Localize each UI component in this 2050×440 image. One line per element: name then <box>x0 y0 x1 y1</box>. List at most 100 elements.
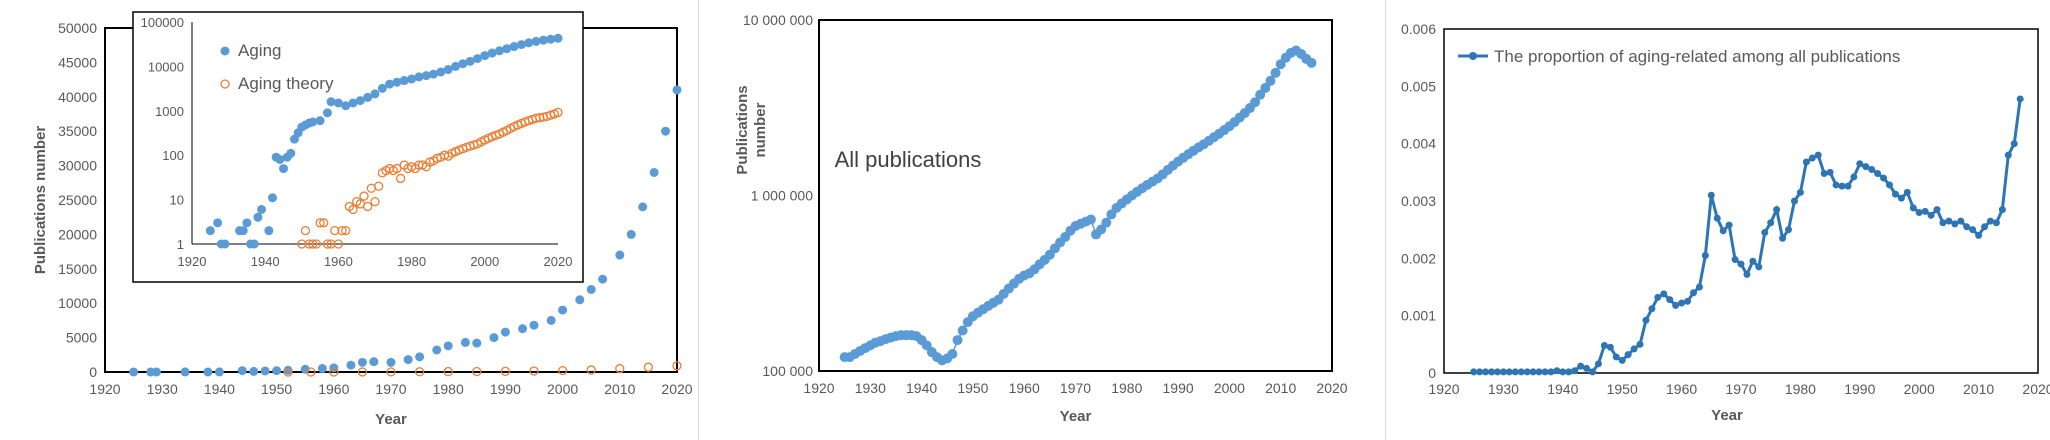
inset-data-point-aging <box>355 96 365 106</box>
data-point-proportion <box>1642 316 1650 324</box>
data-point-aging-theory <box>615 363 625 374</box>
inset-data-point-aging-theory <box>326 239 336 249</box>
data-point-aging <box>500 327 510 337</box>
y-axis-label-line2: number <box>752 102 769 157</box>
y-tick-label: 5000 <box>66 330 97 346</box>
inset-data-point-aging <box>348 98 358 108</box>
x-tick-label: 1920 <box>89 381 120 397</box>
inset-data-point-aging <box>494 46 504 56</box>
inset-data-point-aging <box>220 239 230 249</box>
inset-data-point-aging <box>524 38 534 48</box>
data-point-aging <box>151 367 161 377</box>
data-point-all-publications <box>1306 57 1317 68</box>
data-point-proportion <box>1713 214 1721 222</box>
data-point-proportion <box>1547 368 1555 376</box>
data-point-proportion <box>1957 217 1965 225</box>
data-point-proportion <box>1511 368 1519 376</box>
data-point-proportion <box>1618 356 1626 364</box>
data-point-aging <box>672 85 682 95</box>
data-point-proportion <box>1541 368 1549 376</box>
x-tick-label: 1930 <box>147 381 178 397</box>
data-point-proportion <box>1630 345 1638 353</box>
inset-data-point-aging-theory <box>395 173 406 184</box>
data-point-proportion <box>1963 223 1971 231</box>
inset-data-point-aging-theory <box>553 107 563 118</box>
data-point-all-publications <box>1270 67 1281 78</box>
x-tick-label: 1980 <box>433 381 464 397</box>
data-point-aging <box>661 126 671 136</box>
y-tick-label: 10000 <box>58 295 97 311</box>
inset-data-point-aging <box>502 44 512 54</box>
data-point-proportion <box>1945 217 1953 225</box>
x-tick-label: 2010 <box>604 381 635 397</box>
inset-data-point-aging-theory <box>333 239 344 249</box>
inset-data-point-aging <box>443 65 453 75</box>
data-point-aging <box>638 202 648 212</box>
inset-data-point-aging-theory <box>370 196 380 207</box>
data-point-proportion <box>1737 260 1745 268</box>
data-point-aging-theory <box>643 362 654 372</box>
x-tick-label: 1950 <box>1607 381 1638 397</box>
data-point-proportion <box>1517 368 1525 376</box>
inset-data-point-aging <box>546 34 556 44</box>
inset-data-point-aging <box>451 61 461 71</box>
data-point-proportion <box>1654 293 1662 301</box>
x-tick-label: 2020 <box>1316 380 1347 396</box>
plot-frame <box>818 19 1333 372</box>
data-point-aging <box>460 337 470 347</box>
legend-label-aging-theory: Aging theory <box>238 74 334 93</box>
inset-data-point-aging <box>322 108 332 118</box>
inset-data-point-aging <box>308 117 318 127</box>
data-point-all-publications <box>1260 82 1271 93</box>
inset-y-tick-label: 1 <box>177 237 184 252</box>
inset-data-point-aging-theory <box>359 191 369 201</box>
y-tick-label: 0.004 <box>1401 136 1436 152</box>
data-point-aging-theory <box>414 367 425 377</box>
y-tick-label: 0.002 <box>1401 250 1436 266</box>
inset-data-point-aging <box>249 239 259 249</box>
data-point-proportion <box>1594 360 1602 368</box>
inset-data-point-aging <box>509 42 519 52</box>
data-point-proportion <box>1856 160 1864 168</box>
inset-data-point-aging-theory <box>337 225 347 236</box>
y-tick-label: 1 000 000 <box>751 188 813 204</box>
data-point-all-publications <box>1250 97 1261 108</box>
x-tick-label: 2000 <box>547 381 578 397</box>
data-point-aging <box>489 333 499 343</box>
y-tick-label: 20000 <box>58 226 97 242</box>
data-point-aging <box>598 274 608 284</box>
inset-data-point-aging-theory <box>300 225 311 236</box>
inset-data-point-aging <box>399 76 409 86</box>
inset-data-point-aging-theory <box>322 239 333 249</box>
data-point-proportion <box>1897 194 1905 202</box>
data-point-aging-theory <box>529 366 539 376</box>
data-point-all-publications <box>1255 89 1266 100</box>
data-point-proportion <box>1565 368 1573 376</box>
data-point-proportion <box>1826 168 1834 176</box>
data-point-proportion <box>1749 257 1757 265</box>
data-point-aging-theory <box>329 367 339 377</box>
data-point-proportion <box>1707 191 1715 199</box>
data-point-proportion <box>1529 368 1537 376</box>
inset-data-point-aging <box>436 67 446 77</box>
data-point-proportion <box>1969 226 1977 234</box>
data-point-aging <box>369 357 379 367</box>
chart-annotation: All publications <box>835 147 982 172</box>
inset-data-point-aging <box>268 193 278 203</box>
inset-y-tick-label: 100000 <box>141 15 184 30</box>
inset-data-point-aging <box>205 226 215 236</box>
y-tick-label: 40000 <box>58 89 97 105</box>
data-point-proportion <box>1975 231 1983 239</box>
inset-x-tick-label: 2020 <box>544 254 573 269</box>
inset-x-tick-label: 1980 <box>397 254 426 269</box>
inset-data-point-aging-theory <box>392 163 402 174</box>
data-point-proportion <box>1612 353 1620 361</box>
inset-data-point-aging-theory <box>311 239 322 249</box>
data-point-proportion <box>1535 368 1543 376</box>
x-tick-label: 2000 <box>1904 381 1935 397</box>
chart-all-publications: 100 000 1 000 000 10 000 000 1920 1930 1940 19… <box>734 12 1348 425</box>
data-point-aging <box>518 324 528 334</box>
x-tick-label: 2000 <box>1214 380 1245 396</box>
data-point-aging <box>415 352 425 362</box>
data-point-aging <box>546 315 556 325</box>
